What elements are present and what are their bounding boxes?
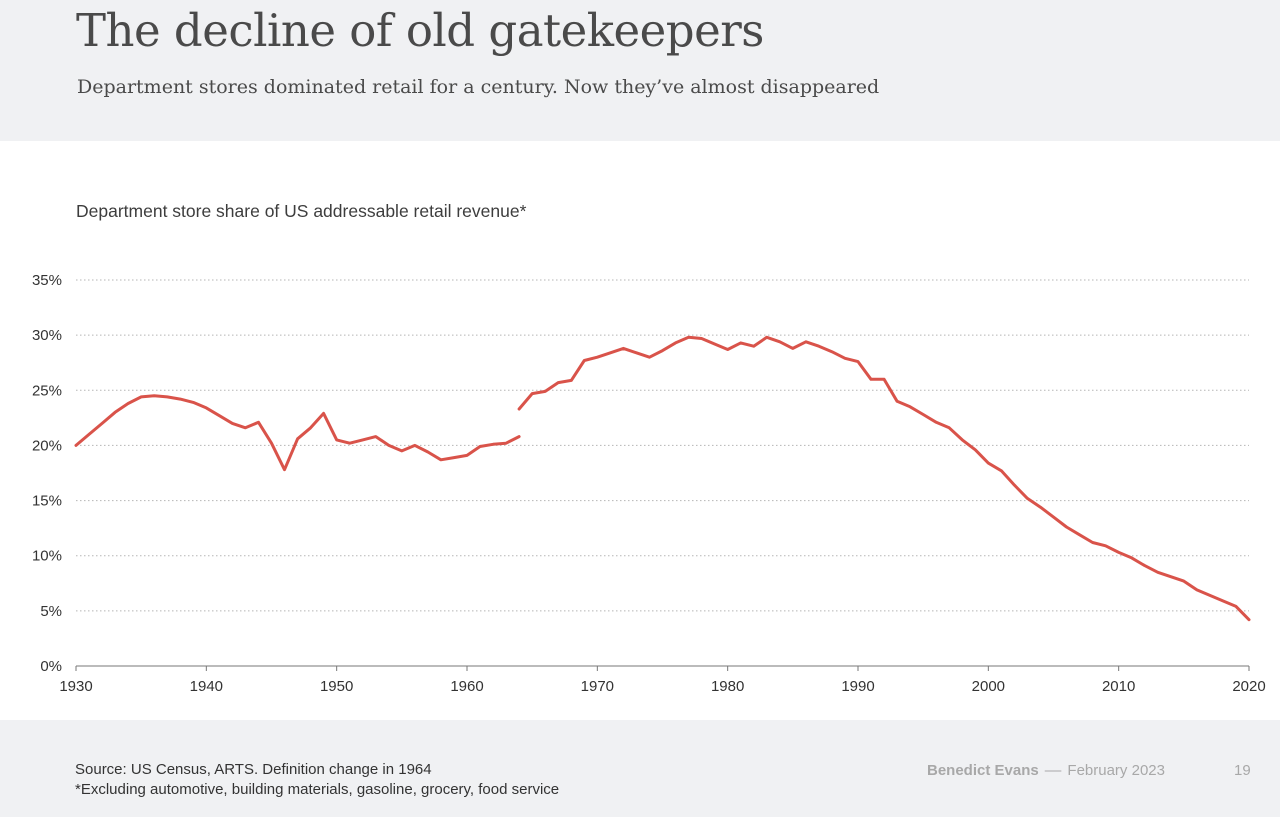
x-tick-label: 2000 [972,678,1005,695]
gridlines [76,279,1249,667]
x-tick-label: 1940 [190,678,223,695]
chart-title: Department store share of US addressable… [76,201,527,221]
y-tick-label: 20% [32,437,62,454]
x-tick-label: 1950 [320,678,353,695]
source-note: Source: US Census, ARTS. Definition chan… [75,760,559,800]
header-band: The decline of old gatekeepers Departmen… [0,0,1280,141]
publish-date: February 2023 [1067,762,1165,779]
y-tick-label: 5% [40,603,62,620]
y-axis-ticks: 0% 5% 10% 15% 20% 25% 30% 35% [32,272,62,675]
x-tick-label: 2020 [1232,678,1265,695]
x-tick-label: 1970 [581,678,614,695]
x-axis-ticks: 1930 1940 1950 1960 1970 1980 1990 2000 2010 2020 [59,666,1266,695]
y-tick-label: 25% [32,382,62,399]
page-number: 19 [1234,762,1251,779]
y-tick-label: 35% [32,272,62,289]
source-text: Source: US Census, ARTS. Definition chan… [75,761,432,778]
series-line-segment-1 [74,394,521,472]
author-credit: Benedict Evans –– February 2023 [927,762,1165,779]
page-subtitle: Department stores dominated retail for a… [77,76,880,98]
y-tick-label: 0% [40,658,62,675]
line-chart: 0%5%10%15%20%25%30%35% 1930 1940 1950 1960 1… [32,272,1266,695]
series-line-segment-2 [517,335,1251,622]
credit-dash: –– [1044,762,1062,779]
y-tick-label: 10% [32,548,62,565]
footer-band: Source: US Census, ARTS. Definition chan… [0,720,1280,817]
x-tick-label: 2010 [1102,678,1135,695]
y-tick-label: 15% [32,493,62,510]
x-tick-label: 1960 [450,678,483,695]
x-tick-label: 1980 [711,678,744,695]
x-tick-label: 1930 [59,678,92,695]
x-tick-label: 1990 [841,678,874,695]
series-lines [74,335,1251,622]
footnote-text: *Excluding automotive, building material… [75,781,560,798]
author-name: Benedict Evans [927,762,1039,779]
page-title: The decline of old gatekeepers [76,4,764,57]
y-tick-label: 30% [32,327,62,344]
